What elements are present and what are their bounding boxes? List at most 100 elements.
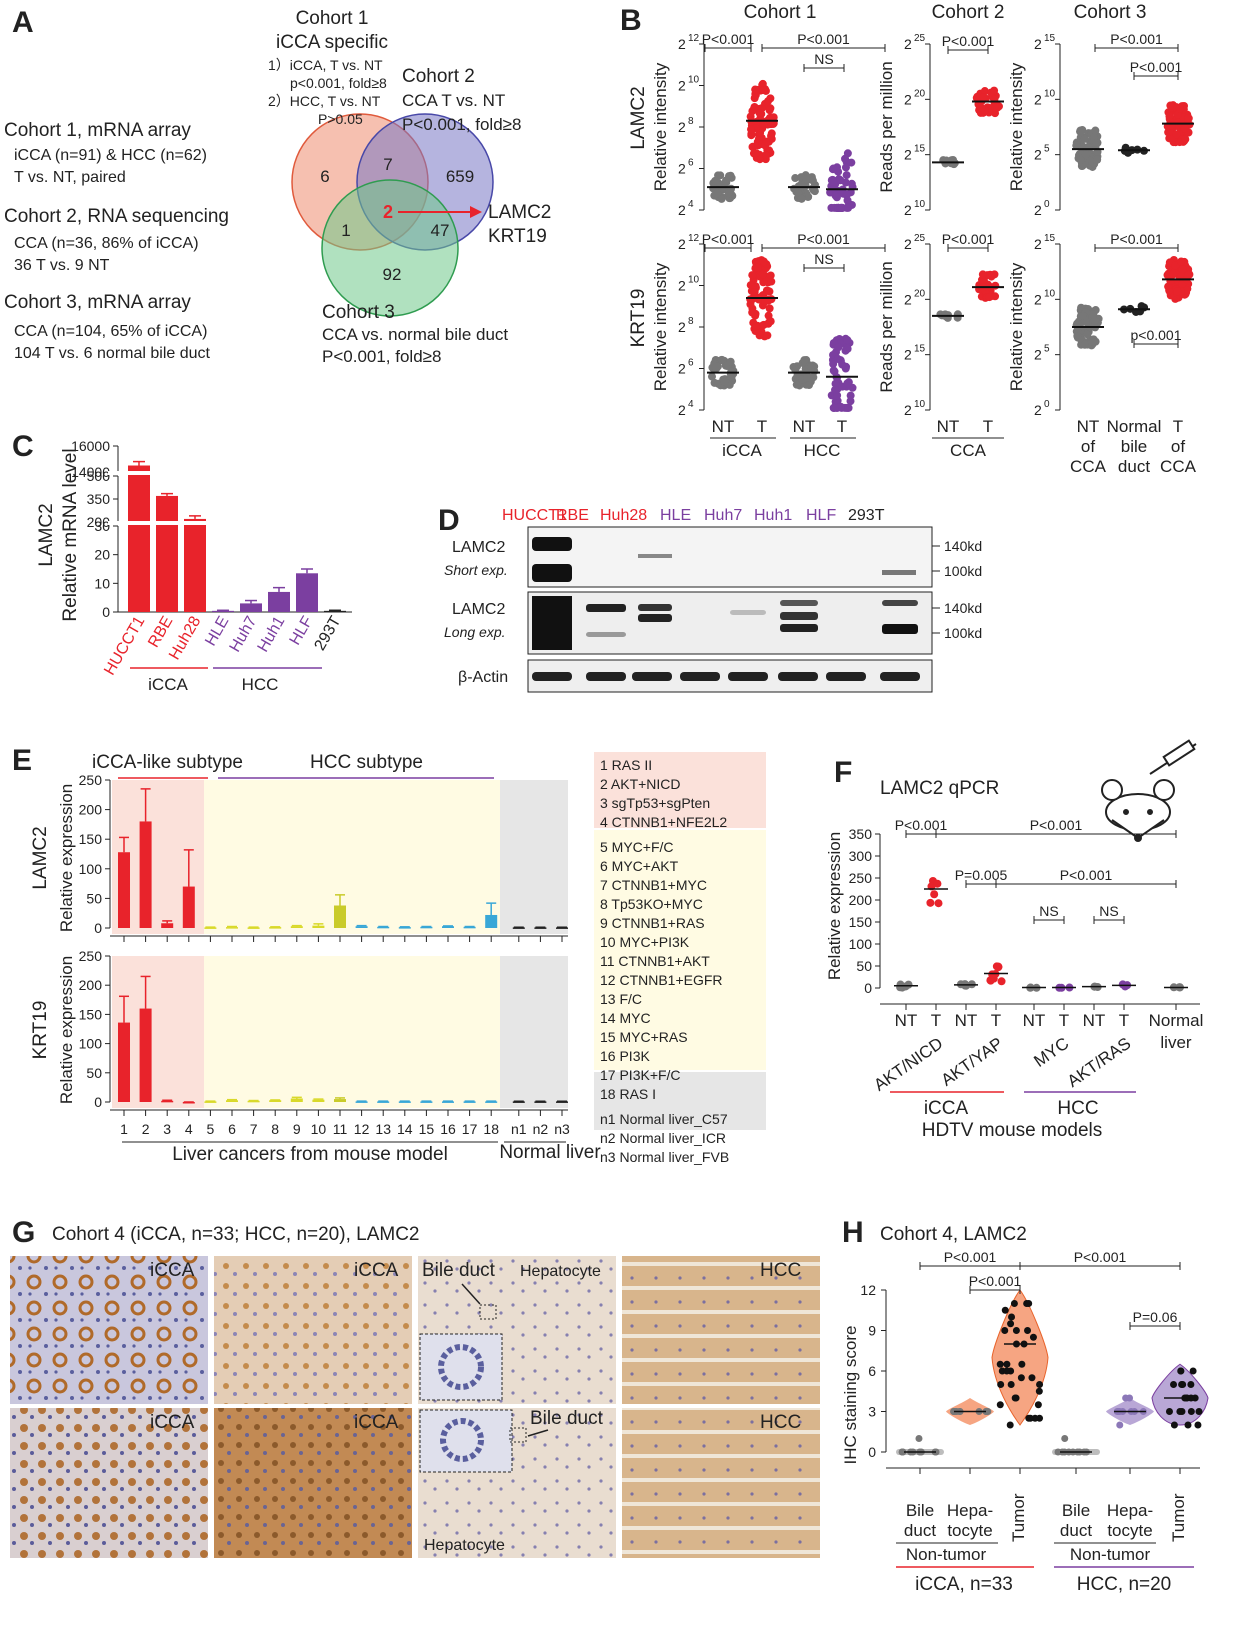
b-tick-exp: 0 [1044, 399, 1050, 410]
c-tick-label: 350 [87, 491, 111, 507]
cohort1-title: Cohort 1, mRNA array [4, 120, 191, 141]
d-band [638, 554, 672, 558]
e-legend-item: 15 MYC+RAS [600, 1029, 688, 1045]
c-ylabel-gene: LAMC2 [36, 503, 57, 566]
e-ylabel-1: Relative expression [57, 784, 76, 932]
e-legend-item: 3 sgTp53+sgPten [600, 795, 710, 811]
g-label-hep-2: Hepatocyte [424, 1537, 505, 1554]
b-x3-c3: CCA [1160, 457, 1197, 476]
h-point [1194, 1421, 1202, 1429]
d-marker-140-b: 140kd [944, 600, 982, 616]
g-image-icca-4 [214, 1408, 412, 1558]
e-xlabel: 3 [163, 1121, 171, 1137]
e-xlabel: 18 [483, 1121, 499, 1137]
h-x6: Tumor [1169, 1493, 1188, 1542]
b-tick-exp: 12 [688, 233, 700, 244]
h-point [1011, 1394, 1019, 1402]
b-tick-exp: 25 [914, 233, 926, 244]
d-lane-label: RBE [556, 507, 589, 524]
e-xlabel: n3 [554, 1121, 570, 1137]
g-label-bile-1: Bile duct [422, 1260, 496, 1281]
b-point [727, 372, 736, 381]
b-point [990, 86, 999, 95]
b-tick-label: 2 [1034, 202, 1042, 218]
h-nontumor-1: Non-tumor [906, 1545, 987, 1564]
h-point [1195, 1408, 1203, 1415]
d-marker-100-a: 100kd [944, 563, 982, 579]
b-point [1184, 114, 1193, 123]
b-point [755, 109, 764, 118]
b-p3-label: NS [814, 51, 833, 67]
b-point [758, 270, 767, 279]
b-tick-exp: 25 [914, 33, 926, 44]
venn-cohort3-line1: CCA vs. normal bile duct [322, 325, 508, 344]
e-bar [442, 926, 454, 928]
h-x2a: Hepa- [947, 1501, 993, 1520]
d-band [638, 604, 672, 611]
b-tick-label: 2 [904, 291, 912, 307]
e-gene-krt19: KRT19 [30, 1001, 51, 1060]
b-point [748, 271, 757, 280]
b-tick-label: 2 [1034, 347, 1042, 363]
b-point [720, 377, 729, 386]
e-bar [398, 1101, 411, 1103]
b-p2-label: P<0.001 [797, 31, 850, 47]
e-xlabel: 4 [185, 1121, 193, 1137]
panel-h: H Cohort 4, LAMC2 IHC staining score 0 3 6… [841, 1216, 1209, 1595]
e-bar [290, 1098, 303, 1102]
h-point [1034, 1401, 1042, 1409]
e-bar [420, 926, 433, 929]
f-x-t1: T [931, 1011, 941, 1030]
e-bar [512, 927, 525, 929]
b-point [838, 360, 847, 369]
c-ylabel: Relative mRNA level [60, 448, 81, 621]
e-tick-label: 150 [79, 831, 103, 847]
b-point [1091, 126, 1100, 135]
f-ylabel: Relative expression [825, 832, 844, 980]
d-blot-long [527, 591, 933, 655]
b-ylabel: Relative intensity [651, 262, 670, 391]
f-group-hcc: HCC [1057, 1098, 1098, 1119]
e-legend-item: n3 Normal liver_FVB [600, 1149, 729, 1165]
h-p2-label: P<0.001 [969, 1273, 1022, 1289]
b-point [710, 378, 719, 387]
b-x3-a3: CCA [1070, 457, 1107, 476]
d-row2-b: Long exp. [444, 624, 506, 640]
b-point [767, 131, 776, 140]
h-point [1029, 1333, 1037, 1341]
e-bar [204, 1101, 217, 1103]
e-legend-item: 17 PI3K+F/C [600, 1067, 681, 1083]
b-point [803, 192, 812, 201]
panel-label-c: C [12, 430, 34, 463]
b-p6-label: P<0.001 [1130, 59, 1183, 75]
h-point [1026, 1414, 1034, 1422]
e-tick-label: 150 [79, 1006, 103, 1022]
e-bar [463, 1101, 476, 1103]
b-point [752, 322, 761, 331]
e-bar [182, 886, 195, 928]
b-ylabel: Reads per million [877, 261, 896, 392]
e-legend-item: 7 CTNNB1+MYC [600, 877, 707, 893]
e-bar [556, 1101, 568, 1103]
b-point [808, 176, 817, 185]
venn-count-only3: 92 [383, 265, 402, 284]
c-tick-label: 20 [94, 547, 110, 563]
venn-arrowhead [470, 206, 482, 218]
c-bar [324, 610, 346, 612]
d-lane-label: HLE [660, 507, 691, 524]
e-bar [118, 852, 130, 928]
e-legend-item: 12 CTNNB1+EGFR [600, 972, 723, 988]
d-band [780, 600, 818, 606]
b-point [980, 87, 989, 96]
b-point [764, 286, 773, 295]
venn-cohort1-line3: 2）HCC, T vs. NT [268, 93, 381, 109]
e-bar [398, 927, 411, 929]
e-legend-item: 8 Tp53KO+MYC [600, 896, 703, 912]
b-x-t1: T [757, 417, 767, 436]
e-bar [290, 926, 303, 928]
d-band [532, 596, 572, 650]
venn-gene-2: KRT19 [488, 226, 547, 247]
d-marker-100-b: 100kd [944, 625, 982, 641]
